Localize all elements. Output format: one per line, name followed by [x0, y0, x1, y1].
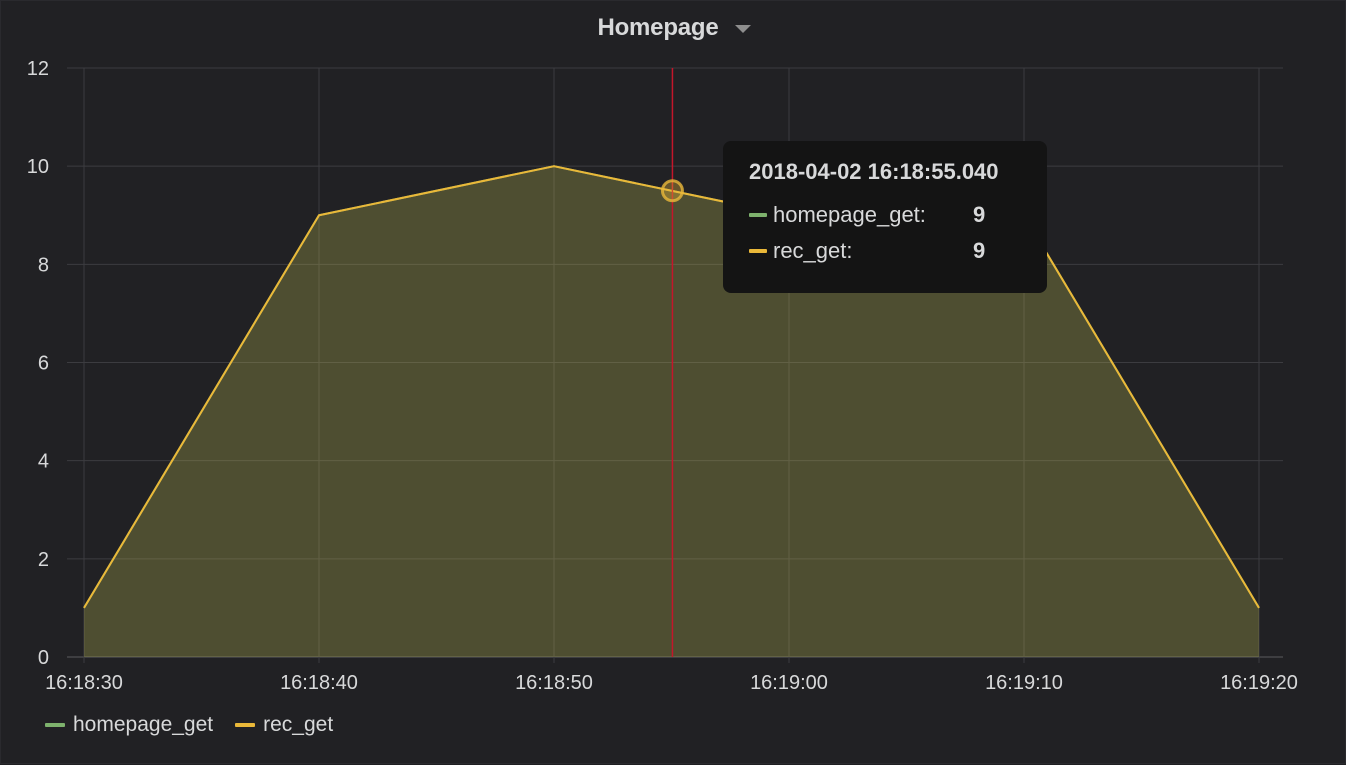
chevron-down-icon[interactable] — [734, 25, 751, 33]
y-axis-ticks: 0 2 4 6 8 10 12 — [27, 58, 49, 669]
x-tick-label: 16:18:30 — [45, 672, 123, 694]
chart-legend: homepage_get rec_get — [45, 713, 355, 737]
series-area-rec_get — [84, 166, 1259, 658]
hover-tooltip: 2018-04-02 16:18:55.040 homepage_get: 9 … — [723, 141, 1047, 293]
legend-label[interactable]: homepage_get — [73, 713, 214, 736]
tooltip-row: homepage_get: 9 — [749, 197, 1047, 233]
y-tick-label: 6 — [38, 353, 49, 375]
y-tick-label: 2 — [38, 549, 49, 571]
tooltip-series-name: homepage_get: — [773, 202, 926, 227]
x-tick-label: 16:19:00 — [750, 672, 828, 694]
legend-label[interactable]: rec_get — [263, 713, 334, 736]
chart-series — [83, 165, 1260, 658]
y-tick-label: 12 — [27, 58, 49, 80]
tooltip-row: rec_get: 9 — [749, 233, 1047, 269]
series-color-swatch — [749, 249, 767, 253]
x-tick-label: 16:18:40 — [280, 672, 358, 694]
tooltip-series-name: rec_get: — [773, 238, 853, 263]
x-tick-label: 16:19:10 — [985, 672, 1063, 694]
y-tick-label: 10 — [27, 156, 49, 178]
legend-color-swatch[interactable] — [235, 723, 256, 727]
x-tick-label: 16:18:50 — [515, 672, 593, 694]
legend-color-swatch[interactable] — [45, 723, 65, 727]
cursor-point-marker — [660, 179, 684, 203]
tooltip-series-value: 9 — [973, 202, 986, 227]
x-axis-ticks: 16:18:30 16:18:40 16:18:50 16:19:00 16:19:10… — [45, 672, 1298, 694]
panel-title[interactable]: Homepage — [597, 14, 719, 41]
hover-cursor — [660, 68, 684, 657]
panel-header[interactable]: Homepage — [1, 11, 1346, 45]
series-line-rec_get — [83, 165, 1260, 609]
series-color-swatch — [749, 213, 767, 217]
x-tick-label: 16:19:20 — [1220, 672, 1298, 694]
y-tick-label: 8 — [38, 254, 49, 276]
legend-item-rec-get[interactable]: rec_get — [235, 713, 333, 737]
y-tick-label: 4 — [38, 451, 49, 473]
legend-item-homepage-get[interactable]: homepage_get — [45, 713, 213, 737]
tooltip-series-value: 9 — [973, 238, 986, 263]
tooltip-timestamp: 2018-04-02 16:18:55.040 — [749, 159, 999, 184]
y-tick-label: 0 — [38, 647, 49, 669]
